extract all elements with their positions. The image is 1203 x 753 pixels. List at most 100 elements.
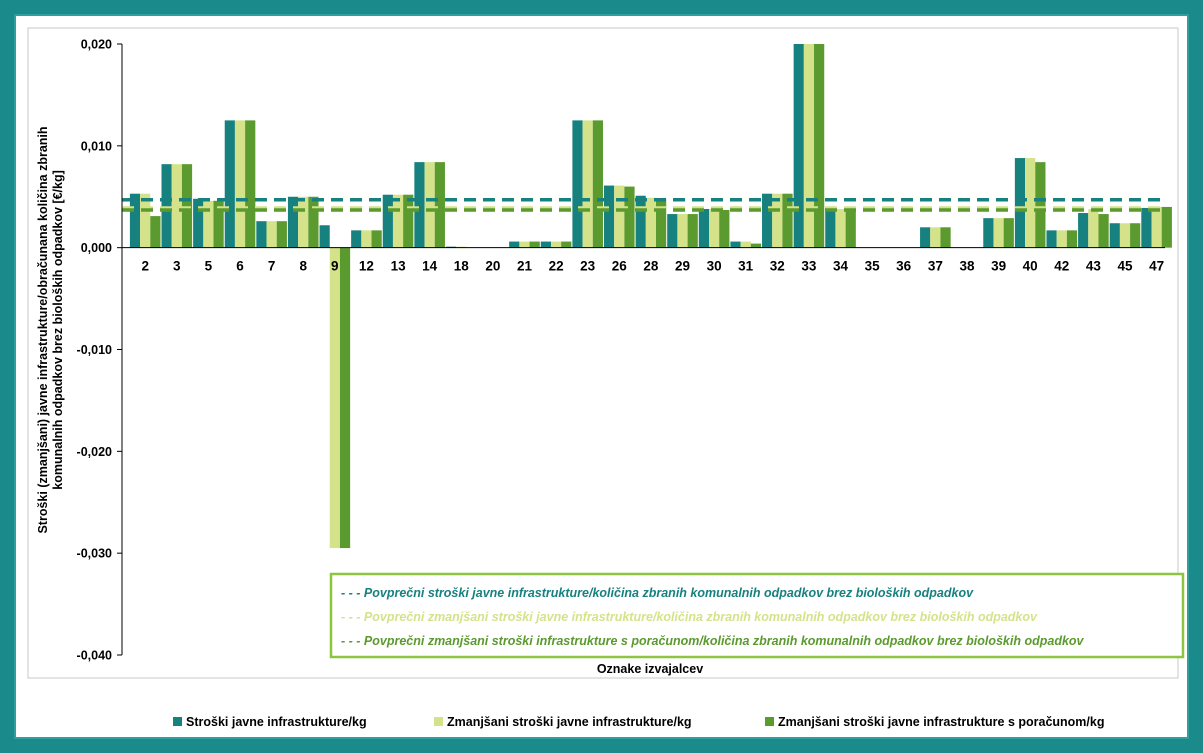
bar-series-1-cat-13 [382, 194, 393, 248]
bar-series-1-cat-45 [1109, 223, 1120, 248]
bar-series-3-cat-40 [1035, 162, 1046, 248]
bar-series-1-cat-28 [635, 195, 646, 248]
bar-series-3-cat-8 [308, 196, 319, 248]
bar-series-2-cat-30 [709, 208, 720, 248]
x-tick-label: 47 [1149, 259, 1164, 274]
bar-series-2-cat-31 [740, 241, 751, 248]
bar-series-1-cat-47 [1141, 207, 1152, 248]
bar-series-3-cat-47 [1161, 206, 1172, 248]
bar-series-3-cat-39 [1003, 218, 1014, 248]
bar-series-3-cat-3 [181, 164, 193, 248]
bar-series-1-cat-43 [1078, 213, 1089, 248]
bar-series-1-cat-23 [572, 120, 583, 248]
x-tick-label: 3 [173, 259, 181, 274]
y-tick-label: 0,010 [81, 139, 112, 153]
bar-series-1-cat-8 [287, 196, 299, 248]
bar-series-2-cat-28 [645, 197, 656, 248]
x-tick-label: 7 [268, 259, 276, 274]
bar-series-2-cat-45 [1119, 223, 1131, 248]
bar-series-3-cat-21 [529, 241, 540, 248]
bar-series-2-cat-40 [1025, 158, 1036, 248]
average-lines-annotation-box [329, 572, 1185, 659]
bar-series-2-cat-37 [930, 227, 941, 248]
bar-series-3-cat-7 [276, 221, 287, 248]
x-tick-label: 43 [1086, 259, 1102, 274]
x-axis-title: Oznake izvajalcev [597, 662, 703, 676]
x-tick-label: 33 [801, 259, 817, 274]
legend-label-2: Zmanjšani stroški javne infrastrukture/k… [447, 715, 692, 729]
x-tick-label: 29 [675, 259, 690, 274]
bar-series-2-cat-14 [424, 162, 435, 248]
x-tick-label: 42 [1054, 259, 1069, 274]
bar-series-1-cat-31 [730, 241, 741, 248]
x-tick-label: 14 [422, 259, 438, 274]
bar-series-2-cat-6 [234, 120, 246, 248]
bar-series-1-cat-21 [509, 241, 520, 248]
bar-series-2-cat-43 [1088, 208, 1099, 248]
bar-series-2-cat-12 [361, 230, 372, 248]
bar-series-3-cat-42 [1066, 230, 1078, 248]
bar-series-3-cat-6 [245, 120, 256, 248]
bar-series-2-cat-33 [803, 44, 815, 248]
bar-series-2-cat-34 [835, 208, 846, 248]
y-tick-label: -0,030 [77, 547, 112, 561]
x-tick-label: 20 [485, 259, 500, 274]
x-tick-label: 6 [236, 259, 244, 274]
x-tick-label: 9 [331, 259, 339, 274]
x-tick-label: 12 [359, 259, 374, 274]
legend-label-1: Stroški javne infrastrukture/kg [186, 715, 367, 729]
x-tick-label: 18 [454, 259, 470, 274]
bar-series-2-cat-2 [140, 193, 151, 248]
bar-series-1-cat-40 [1014, 158, 1026, 248]
bar-series-2-cat-13 [392, 194, 404, 248]
x-tick-label: 35 [865, 259, 881, 274]
x-tick-label: 39 [991, 259, 1006, 274]
y-axis-title-line-1: Stroški (zmanjšani) javne infrastrukture… [36, 126, 50, 533]
bar-series-1-cat-9 [319, 225, 330, 248]
x-tick-label: 2 [141, 259, 149, 274]
bar-series-2-cat-3 [171, 164, 182, 248]
y-tick-label: -0,010 [77, 343, 112, 357]
x-tick-label: 45 [1117, 259, 1133, 274]
bar-series-3-cat-29 [687, 214, 698, 248]
y-tick-label: -0,040 [77, 649, 112, 663]
bar-series-2-cat-42 [1056, 230, 1067, 248]
y-tick-label: -0,020 [77, 445, 112, 459]
bar-series-1-cat-12 [351, 230, 362, 248]
bar-series-3-cat-14 [434, 162, 445, 248]
bar-series-3-cat-45 [1130, 223, 1141, 248]
bar-series-3-cat-32 [782, 193, 793, 248]
x-tick-label: 8 [299, 259, 307, 274]
bar-series-3-cat-26 [624, 186, 635, 248]
bar-series-2-cat-26 [614, 185, 625, 248]
bar-series-2-cat-5 [203, 200, 214, 248]
bar-series-2-cat-23 [582, 120, 593, 248]
average-line-label-1: - - - Povprečni stroški javne infrastruk… [341, 586, 974, 600]
y-tick-label: 0,020 [81, 38, 112, 52]
x-tick-label: 37 [928, 259, 943, 274]
y-axis-title-line-2: komunalnih odpadkov brez bioloških odpad… [51, 170, 65, 489]
bar-series-2-cat-9 [329, 247, 340, 549]
bar-series-1-cat-3 [161, 164, 172, 248]
bar-series-1-cat-42 [1046, 230, 1057, 248]
x-tick-label: 32 [770, 259, 785, 274]
bar-series-3-cat-34 [845, 208, 856, 248]
bar-series-3-cat-23 [592, 120, 603, 248]
x-tick-label: 23 [580, 259, 596, 274]
bar-series-3-cat-9 [339, 247, 351, 549]
bar-series-3-cat-31 [750, 243, 762, 248]
legend-swatch-2 [434, 717, 443, 726]
bar-series-3-cat-13 [403, 194, 414, 248]
bar-series-1-cat-32 [762, 193, 773, 248]
bar-series-1-cat-6 [224, 120, 235, 248]
bar-series-1-cat-14 [414, 162, 425, 248]
bar-series-1-cat-37 [920, 227, 931, 248]
x-tick-label: 36 [896, 259, 912, 274]
bar-series-1-cat-2 [129, 193, 141, 248]
x-tick-label: 40 [1023, 259, 1038, 274]
bar-series-2-cat-32 [772, 193, 783, 248]
bar-series-2-cat-29 [677, 214, 688, 248]
bar-series-3-cat-2 [150, 216, 161, 248]
